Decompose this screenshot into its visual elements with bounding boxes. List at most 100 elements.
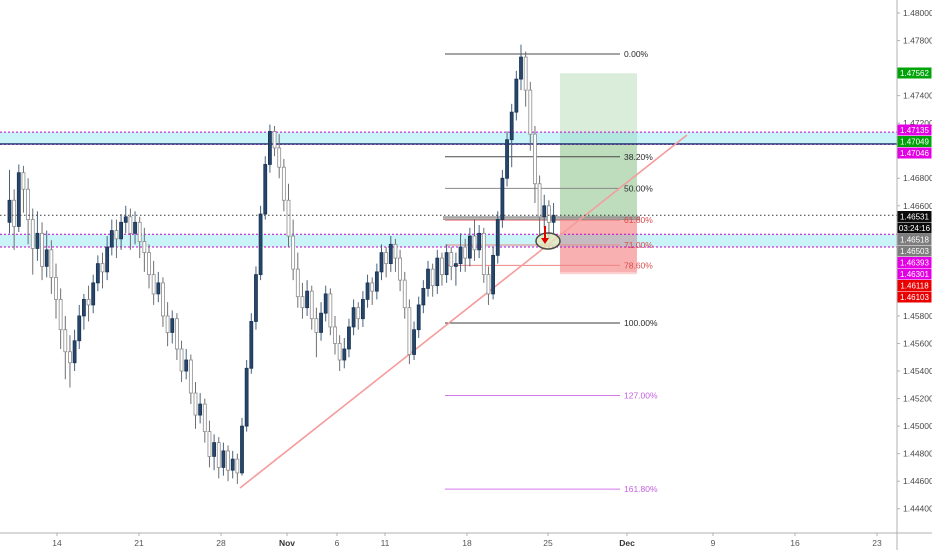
price-badge-1.47562: 1.47562 <box>897 67 932 79</box>
candle-down <box>333 326 337 344</box>
candle-up <box>184 359 189 372</box>
price-tick-label: 1.46600 <box>903 201 932 211</box>
time-tick-label: 21 <box>134 538 144 548</box>
price-tick-label: 1.47800 <box>903 36 932 46</box>
candle-up <box>342 348 347 361</box>
candle-up <box>44 249 49 267</box>
candle-up <box>198 403 203 416</box>
candle-down <box>137 221 142 242</box>
candle-down <box>49 249 54 278</box>
time-tick-label: Nov <box>279 538 295 548</box>
candle-down <box>161 282 165 317</box>
candle-down <box>226 450 230 471</box>
candle-up <box>16 172 21 227</box>
candle-down <box>147 252 151 276</box>
candle-up <box>249 321 254 369</box>
candle-down <box>291 235 296 270</box>
candle-down <box>174 318 179 350</box>
candle-up <box>230 458 235 471</box>
candle-up <box>509 111 514 141</box>
candle-up <box>495 219 500 256</box>
price-tick-label: 1.45200 <box>903 394 932 404</box>
time-tick-label: 18 <box>462 538 472 548</box>
band-1[interactable] <box>0 132 897 145</box>
price-badge-1.46118: 1.46118 <box>897 280 932 291</box>
candle-down <box>165 315 170 333</box>
price-badge-text: 1.47049 <box>900 138 929 147</box>
price-tick-label: 1.47400 <box>903 91 932 101</box>
candle-up <box>263 164 268 215</box>
candle-down <box>472 235 477 251</box>
candle-down <box>58 299 63 331</box>
price-badge-text: 1.47046 <box>900 149 929 158</box>
profit-zone-1[interactable] <box>560 73 637 218</box>
candle-up <box>109 230 114 248</box>
candle-down <box>356 307 361 320</box>
time-tick-label: 6 <box>335 538 340 548</box>
candle-up <box>542 205 547 218</box>
trendline[interactable] <box>239 134 688 489</box>
time-tick-label: 11 <box>381 538 390 548</box>
candle-up <box>105 246 110 273</box>
price-badge-bg <box>897 211 932 222</box>
candle-down <box>54 276 58 300</box>
ellipse-marker[interactable] <box>535 232 561 250</box>
price-badge-bg <box>897 245 932 257</box>
candle-up <box>477 232 482 251</box>
band-2[interactable] <box>0 234 897 247</box>
candle-down <box>68 351 72 364</box>
time-tick-label: 23 <box>872 538 882 548</box>
candle-up <box>133 221 137 234</box>
down-arrow-marker[interactable] <box>541 226 549 244</box>
price-badge-bg <box>897 67 932 79</box>
candle-up <box>416 304 421 331</box>
price-axis[interactable]: 1.48000 1.47800 1.47400 1.47200 1.46800 1.466… <box>897 8 932 514</box>
price-tick-label: 1.45800 <box>903 311 932 321</box>
candle-up <box>95 263 100 284</box>
candle-down <box>21 172 26 190</box>
candle-down <box>151 274 156 295</box>
candle-down <box>202 403 207 433</box>
price-badge-text: 1.47135 <box>900 126 929 135</box>
candle-down <box>370 282 375 292</box>
candle-up <box>435 257 440 287</box>
candle-up <box>351 307 356 328</box>
candle-down <box>486 274 491 295</box>
candle-up <box>170 318 175 333</box>
time-tick-label: 25 <box>543 538 553 548</box>
candle-down <box>286 199 291 237</box>
price-badge-1.47046: 1.47046 <box>897 147 932 159</box>
candle-up <box>379 252 384 273</box>
price-badge-bg <box>897 234 932 245</box>
fib-label-61.80%: 61.80% <box>624 215 653 225</box>
candle-up <box>374 271 379 292</box>
candle-up <box>267 131 272 165</box>
price-badge-bg <box>897 222 932 234</box>
candle-down <box>393 243 398 259</box>
price-badge-text: 1.46393 <box>900 259 929 268</box>
candle-up <box>453 263 458 267</box>
candle-down <box>398 257 403 281</box>
candle-up <box>221 450 226 468</box>
candle-down <box>314 318 319 333</box>
candle-down <box>384 252 389 265</box>
candle-up <box>212 442 217 457</box>
candle-down <box>337 343 342 361</box>
candle-down <box>272 131 277 149</box>
fib-retracement-layer[interactable]: 0.00% 38.20% 50.00% 61.80% 71.00% 78.60% 100.0… <box>445 49 658 494</box>
candle-up <box>254 274 258 322</box>
price-badge-text: 03:24:16 <box>899 224 931 233</box>
time-axis[interactable]: 14 21 28 Nov 6 11 18 25 Dec 9 16 23 <box>52 533 882 548</box>
price-badge-bg <box>897 291 932 303</box>
candle-up <box>7 199 12 223</box>
price-tick-label: 1.44600 <box>903 476 932 486</box>
candle-up <box>240 425 244 474</box>
fib-label-0.00%: 0.00% <box>624 49 649 59</box>
price-tick-label: 1.48000 <box>903 8 932 18</box>
price-tick-label: 1.47200 <box>903 118 932 128</box>
candles-layer[interactable] <box>7 44 556 484</box>
fib-label-38.20%: 38.20% <box>624 152 653 162</box>
time-axis-bg[interactable] <box>0 533 932 550</box>
price-badge-bg <box>897 147 932 159</box>
